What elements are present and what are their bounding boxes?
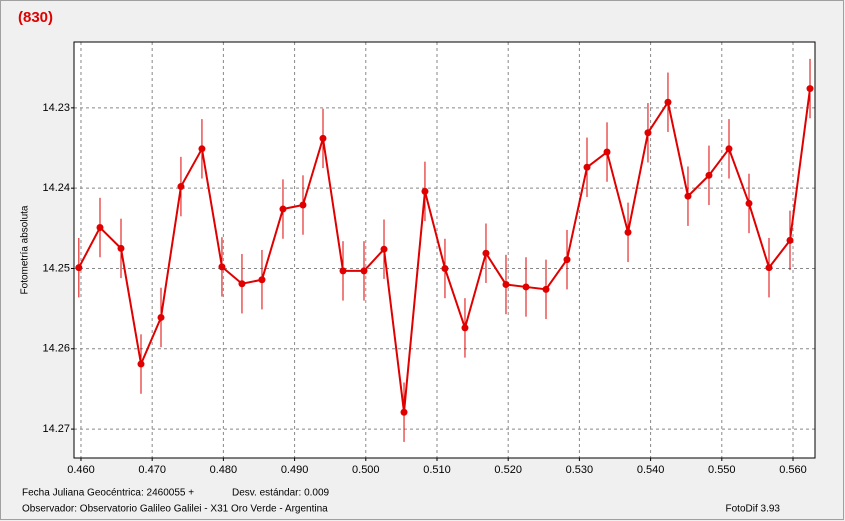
plot-border: [73, 41, 816, 459]
y-tick-label: 14.23: [42, 102, 70, 114]
data-point: [258, 276, 266, 284]
data-point: [725, 145, 733, 153]
data-point: [522, 283, 530, 291]
data-point: [644, 129, 652, 137]
data-point: [360, 267, 368, 275]
x-tick-label: 0.480: [210, 464, 238, 476]
data-point: [75, 264, 83, 272]
x-tick-label: 0.470: [138, 464, 166, 476]
data-point: [441, 264, 449, 272]
data-point: [319, 134, 327, 142]
data-point: [177, 183, 185, 191]
data-point: [238, 280, 246, 288]
data-point: [684, 192, 692, 200]
data-point: [806, 85, 814, 93]
x-tick-label: 0.540: [637, 464, 665, 476]
y-tick-label: 14.24: [42, 182, 70, 194]
data-point: [765, 264, 773, 272]
x-tick-label: 0.500: [352, 464, 380, 476]
data-point: [603, 148, 611, 156]
y-axis-label: Fotometría absoluta: [20, 205, 31, 294]
x-tick-label: 0.520: [494, 464, 522, 476]
data-point: [705, 171, 713, 179]
x-tick-label: 0.510: [423, 464, 451, 476]
x-tick-label: 0.460: [67, 464, 95, 476]
data-point: [339, 267, 347, 275]
data-point: [96, 224, 104, 232]
data-point: [279, 205, 287, 213]
data-point: [482, 249, 490, 257]
data-point: [542, 285, 550, 293]
data-point: [563, 256, 571, 264]
data-point: [400, 408, 408, 416]
data-point: [745, 199, 753, 207]
data-point: [624, 228, 632, 236]
chart-title: (830): [18, 9, 53, 26]
data-point: [299, 201, 307, 209]
data-point: [198, 145, 206, 153]
y-tick-label: 14.26: [42, 343, 70, 355]
data-point: [421, 187, 429, 195]
footer-software: FotoDif 3.93: [726, 504, 781, 515]
x-tick-label: 0.550: [708, 464, 736, 476]
y-tick-label: 14.25: [42, 262, 70, 274]
footer-date: Fecha Juliana Geocéntrica: 2460055 +: [22, 488, 194, 499]
data-point: [583, 163, 591, 171]
footer-deviation: Desv. estándar: 0.009: [232, 488, 330, 499]
x-tick-label: 0.490: [281, 464, 309, 476]
data-point: [117, 244, 125, 252]
data-point: [137, 360, 145, 368]
data-point: [380, 245, 388, 253]
footer-observer: Observador: Observatorio Galileo Galilei…: [22, 504, 328, 515]
data-point: [461, 324, 469, 332]
data-point: [664, 98, 672, 106]
data-point: [218, 263, 226, 271]
data-point: [157, 313, 165, 321]
data-point: [502, 281, 510, 289]
y-tick-label: 14.27: [42, 423, 70, 435]
data-point: [786, 236, 794, 244]
x-tick-label: 0.560: [779, 464, 807, 476]
x-tick-label: 0.530: [566, 464, 594, 476]
